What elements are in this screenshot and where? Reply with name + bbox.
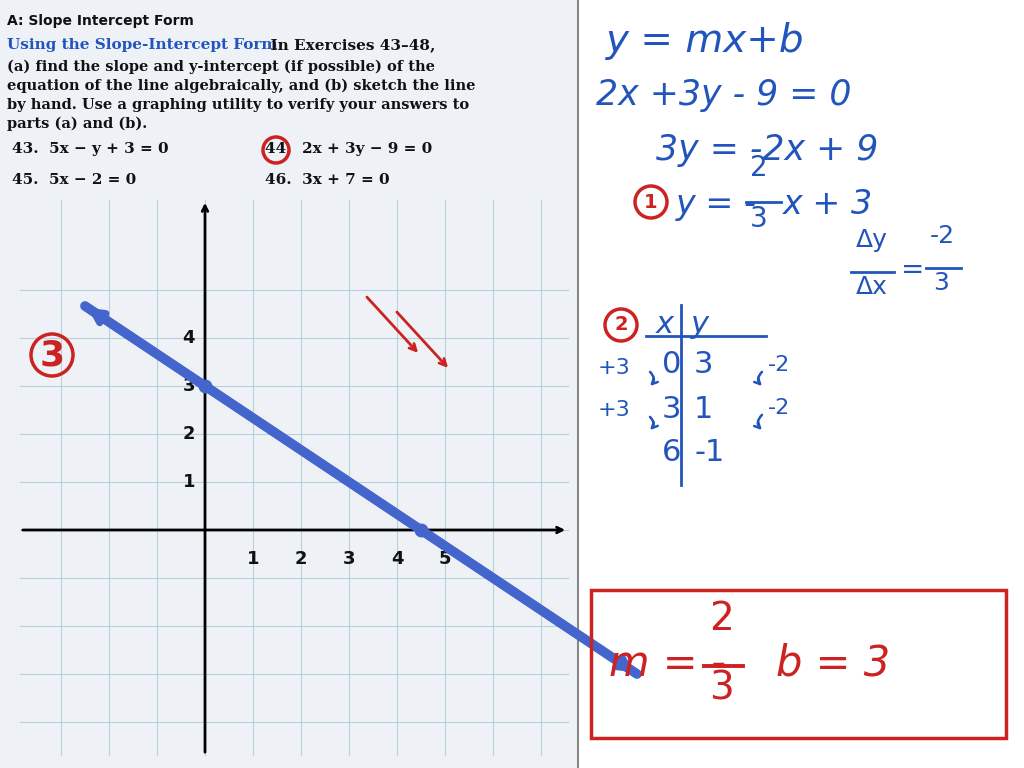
Text: y = -: y = - bbox=[676, 188, 757, 221]
Text: =: = bbox=[901, 256, 925, 284]
Text: parts (a) and (b).: parts (a) and (b). bbox=[7, 117, 147, 131]
Text: x: x bbox=[656, 310, 674, 339]
Text: 2: 2 bbox=[750, 154, 768, 182]
Text: 3y = -2x + 9: 3y = -2x + 9 bbox=[656, 133, 879, 167]
Text: -2: -2 bbox=[768, 355, 791, 375]
Text: 3: 3 bbox=[933, 271, 949, 295]
Text: Δx: Δx bbox=[856, 275, 888, 299]
Text: x + 3: x + 3 bbox=[783, 188, 873, 221]
Text: 3: 3 bbox=[694, 350, 714, 379]
Text: 0: 0 bbox=[662, 350, 681, 379]
Text: 46.  3x + 7 = 0: 46. 3x + 7 = 0 bbox=[265, 173, 389, 187]
Text: y: y bbox=[691, 310, 709, 339]
Text: 3: 3 bbox=[40, 338, 65, 372]
Text: 2: 2 bbox=[709, 600, 734, 638]
Text: 2: 2 bbox=[182, 425, 195, 443]
Text: y = mx+b: y = mx+b bbox=[606, 22, 805, 60]
Text: 3: 3 bbox=[182, 377, 195, 395]
Text: -2: -2 bbox=[930, 224, 955, 248]
Text: 2: 2 bbox=[295, 550, 307, 568]
Text: 4: 4 bbox=[391, 550, 403, 568]
Text: (a) find the slope and y-intercept (if possible) of the: (a) find the slope and y-intercept (if p… bbox=[7, 60, 435, 74]
Text: 3: 3 bbox=[709, 670, 734, 708]
Text: b = 3: b = 3 bbox=[776, 643, 890, 685]
Text: -2: -2 bbox=[768, 398, 791, 418]
Text: m = -: m = - bbox=[609, 643, 726, 685]
Text: A: Slope Intercept Form: A: Slope Intercept Form bbox=[7, 14, 194, 28]
Bar bbox=[578, 0, 1024, 768]
Text: In Exercises 43–48,: In Exercises 43–48, bbox=[260, 38, 435, 52]
Text: 2x +3y - 9 = 0: 2x +3y - 9 = 0 bbox=[596, 78, 852, 112]
Text: 6: 6 bbox=[662, 438, 681, 467]
Bar bbox=[591, 590, 1006, 738]
Text: 2: 2 bbox=[614, 316, 628, 335]
Text: 1: 1 bbox=[644, 193, 657, 211]
Text: 45.  5x − 2 = 0: 45. 5x − 2 = 0 bbox=[12, 173, 136, 187]
Text: 5: 5 bbox=[438, 550, 452, 568]
Text: 1: 1 bbox=[694, 395, 714, 424]
Text: 4: 4 bbox=[182, 329, 195, 347]
Text: 3: 3 bbox=[343, 550, 355, 568]
Text: 3: 3 bbox=[662, 395, 682, 424]
Text: Δy: Δy bbox=[856, 228, 888, 252]
Text: equation of the line algebraically, and (b) sketch the line: equation of the line algebraically, and … bbox=[7, 79, 475, 94]
Text: 1: 1 bbox=[247, 550, 259, 568]
Text: 44.  2x + 3y − 9 = 0: 44. 2x + 3y − 9 = 0 bbox=[265, 142, 432, 156]
Text: +3: +3 bbox=[598, 400, 631, 420]
Text: 3: 3 bbox=[750, 205, 768, 233]
Text: by hand. Use a graphing utility to verify your answers to: by hand. Use a graphing utility to verif… bbox=[7, 98, 469, 112]
Bar bbox=[0, 0, 578, 768]
Text: +3: +3 bbox=[598, 358, 631, 378]
Text: Using the Slope-Intercept Form: Using the Slope-Intercept Form bbox=[7, 38, 278, 52]
Text: 1: 1 bbox=[182, 473, 195, 491]
Text: 43.  5x − y + 3 = 0: 43. 5x − y + 3 = 0 bbox=[12, 142, 169, 156]
Text: -1: -1 bbox=[694, 438, 724, 467]
